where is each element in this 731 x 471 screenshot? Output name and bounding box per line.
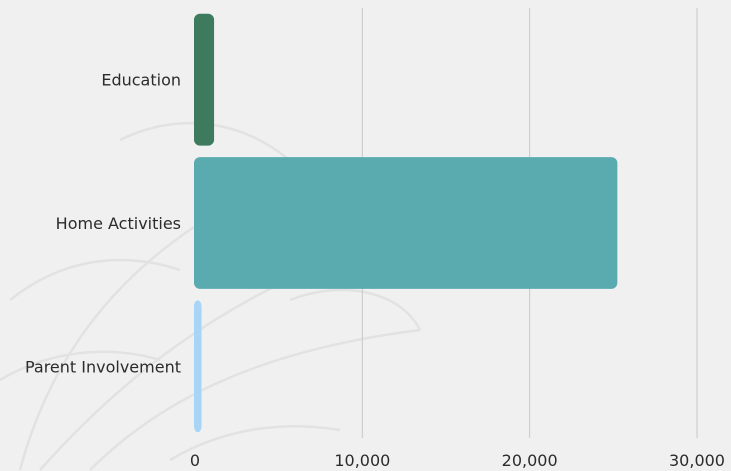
bar-home-activities — [194, 157, 618, 289]
category-label-education: Education — [101, 71, 181, 90]
x-tick-labels: 0 10,000 20,000 30,000 — [190, 451, 725, 470]
bars — [194, 13, 618, 433]
x-tick-label-3: 30,000 — [669, 451, 725, 470]
category-label-parent-involvement: Parent Involvement — [25, 357, 181, 376]
bar-education — [194, 13, 215, 146]
category-label-home-activities: Home Activities — [56, 214, 181, 233]
x-tick-label-1: 10,000 — [334, 451, 390, 470]
category-labels: Education Home Activities Parent Involveme… — [25, 71, 181, 377]
x-tick-label-2: 20,000 — [502, 451, 558, 470]
bar-parent-involvement — [194, 300, 202, 433]
x-tick-label-0: 0 — [190, 451, 200, 470]
